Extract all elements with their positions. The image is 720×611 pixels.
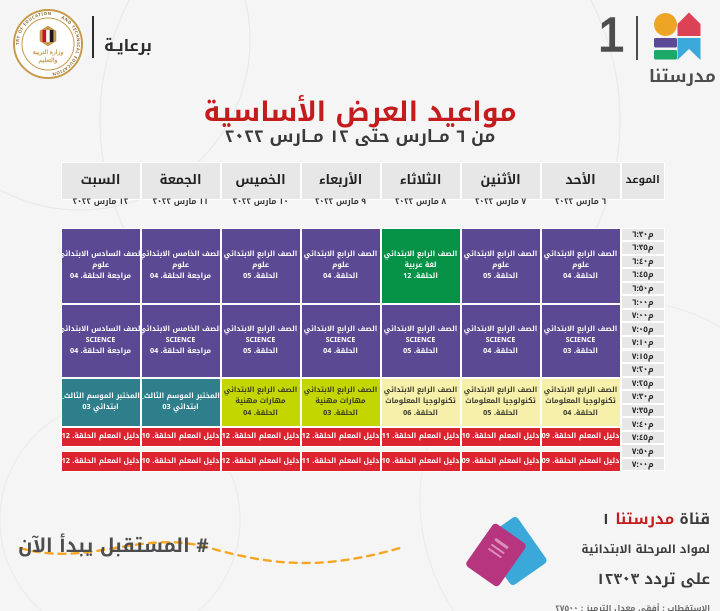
svg-text:والتعليم: والتعليم xyxy=(39,57,58,64)
svg-text:وزارة التربية: وزارة التربية xyxy=(33,49,64,56)
